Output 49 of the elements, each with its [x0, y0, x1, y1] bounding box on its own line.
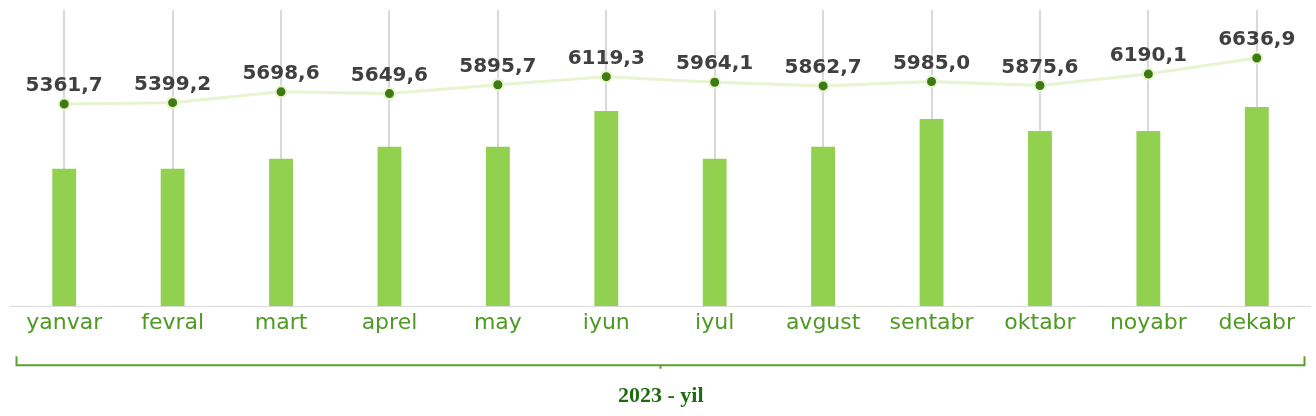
- x-tick-label: iyun: [582, 309, 630, 334]
- data-label: 5862,7: [784, 54, 862, 79]
- x-tick-label: avgust: [785, 309, 861, 334]
- x-tick-label: noyabr: [1109, 309, 1188, 334]
- x-axis-title: 2023 - yil: [618, 382, 704, 407]
- x-tick-label: dekabr: [1218, 309, 1296, 334]
- x-tick-label: mart: [254, 309, 308, 334]
- bar: [485, 146, 510, 306]
- data-label: 5649,6: [350, 61, 429, 86]
- data-label: 5895,7: [459, 52, 537, 77]
- point: [1250, 51, 1264, 65]
- point: [1141, 67, 1155, 81]
- bar: [919, 118, 944, 306]
- point: [491, 78, 505, 92]
- bar: [160, 168, 185, 306]
- bar: [52, 168, 77, 306]
- bar: [811, 146, 836, 306]
- data-label: 6636,9: [1218, 26, 1296, 51]
- data-label: 5698,6: [242, 59, 320, 84]
- bar: [1028, 130, 1052, 306]
- data-label: 5875,6: [1001, 53, 1079, 78]
- x-tick-label: yanvar: [26, 309, 104, 334]
- x-tick-label: may: [473, 309, 522, 334]
- bar: [594, 110, 619, 306]
- data-label: 5361,7: [25, 72, 103, 97]
- x-tick-label: oktabr: [1004, 309, 1077, 334]
- data-label: 6190,1: [1109, 42, 1187, 67]
- bar: [1244, 107, 1269, 306]
- point: [708, 75, 722, 89]
- point: [1033, 78, 1047, 92]
- point: [925, 75, 939, 88]
- x-tick-label: iyul: [695, 309, 735, 334]
- x-tick-label: sentabr: [889, 309, 975, 334]
- bar: [269, 158, 293, 306]
- x-tick-label: fevral: [141, 309, 205, 334]
- x-tick-label: aprel: [361, 309, 418, 334]
- bar: [1136, 130, 1161, 306]
- data-label: 5964,1: [676, 50, 754, 75]
- data-label: 6119,3: [567, 44, 645, 69]
- point: [816, 79, 830, 93]
- point: [382, 87, 396, 101]
- data-label: 5399,2: [134, 70, 212, 95]
- point: [57, 97, 71, 111]
- data-label: 5985,0: [892, 49, 971, 74]
- point: [166, 96, 180, 110]
- point: [599, 70, 613, 84]
- point: [274, 85, 288, 99]
- bar: [377, 146, 402, 306]
- bar: [702, 158, 727, 306]
